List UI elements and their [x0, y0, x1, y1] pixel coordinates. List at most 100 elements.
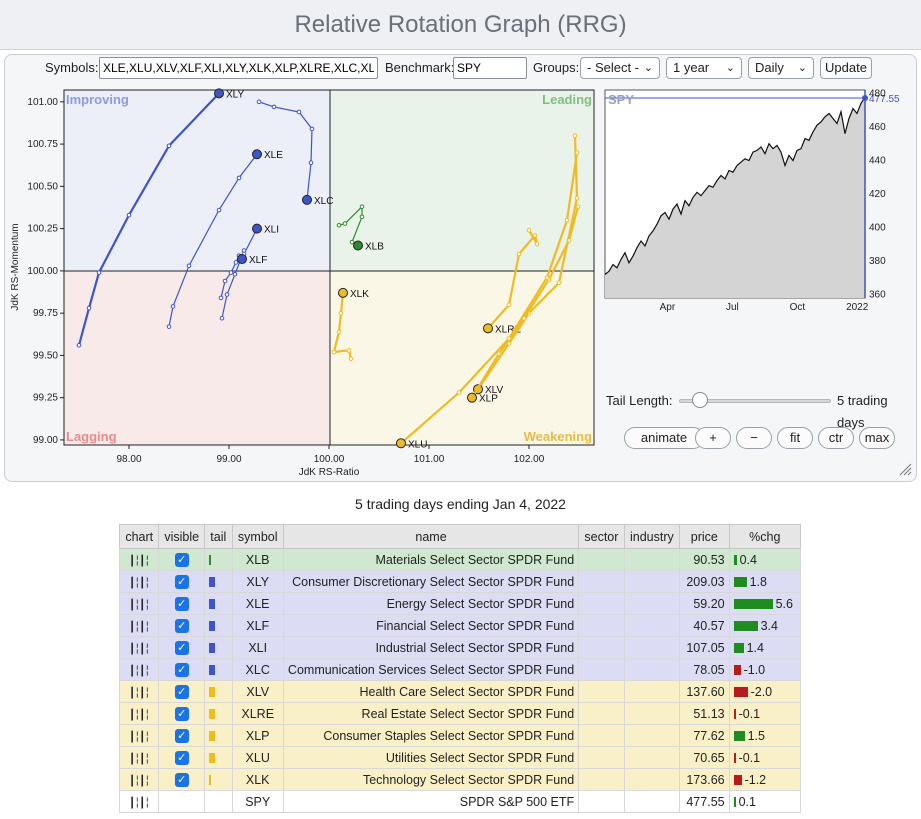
col-name[interactable]: name	[282, 524, 580, 549]
series-tail-point	[228, 270, 234, 275]
chart-icon[interactable]: ┃╎┃╎	[118, 724, 160, 747]
visible-cell[interactable]: ✓	[158, 680, 206, 703]
visible-cell[interactable]: ✓	[158, 724, 206, 747]
visible-checkbox[interactable]: ✓	[174, 750, 189, 765]
visible-cell[interactable]: ✓	[158, 614, 206, 637]
chart-icon[interactable]: ┃╎┃╎	[118, 768, 160, 791]
col-price[interactable]: price	[679, 524, 730, 549]
table-row[interactable]: ┃╎┃╎ ✓ XLRE Real Estate Select Sector SPDR …	[118, 702, 802, 725]
visible-checkbox[interactable]: ✓	[174, 640, 189, 655]
table-row[interactable]: ┃╎┃╎ ✓ XLY Consumer Discretionary Select Se…	[118, 570, 802, 593]
table-row[interactable]: ┃╎┃╎ SPY SPDR S&P 500 ETF 477.55 0.1	[118, 790, 802, 813]
center-button[interactable]: ctr	[818, 427, 854, 449]
visible-cell[interactable]	[158, 790, 206, 813]
zoom-out-button[interactable]: −	[736, 427, 772, 449]
period-select[interactable]: 1 year ⌄	[666, 57, 742, 79]
chart-icon[interactable]: ┃╎┃╎	[118, 680, 160, 703]
series-xlu[interactable]: XLU	[396, 150, 580, 451]
visible-checkbox[interactable]: ✓	[174, 662, 189, 677]
series-head-point[interactable]	[467, 392, 477, 403]
max-button[interactable]: max	[859, 427, 895, 449]
visible-checkbox[interactable]: ✓	[174, 574, 189, 589]
visible-cell[interactable]: ✓	[158, 658, 206, 681]
visible-cell[interactable]: ✓	[158, 592, 206, 615]
visible-cell[interactable]: ✓	[158, 746, 206, 769]
visible-checkbox[interactable]: ✓	[174, 552, 189, 567]
series-xlre[interactable]: XLRE	[483, 228, 540, 336]
table-row[interactable]: ┃╎┃╎ ✓ XLB Materials Select Sector SPDR Fun…	[118, 548, 802, 571]
visible-checkbox[interactable]: ✓	[174, 618, 189, 633]
series-head-point[interactable]	[214, 88, 224, 99]
series-xlp[interactable]: XLP	[467, 204, 581, 405]
chart-icon[interactable]: ┃╎┃╎	[118, 746, 160, 769]
groups-select[interactable]: - Select - ⌄	[580, 57, 660, 79]
visible-cell[interactable]: ✓	[158, 702, 206, 725]
series-xlc[interactable]: XLC	[256, 99, 333, 207]
chart-icon[interactable]: ┃╎┃╎	[118, 636, 160, 659]
visible-checkbox[interactable]: ✓	[174, 706, 189, 721]
chart-icon[interactable]: ┃╎┃╎	[118, 790, 160, 813]
animate-button[interactable]: animate	[624, 427, 704, 449]
visible-cell[interactable]: ✓	[158, 548, 206, 571]
series-head-point[interactable]	[252, 223, 262, 234]
series-head-point[interactable]	[483, 323, 493, 334]
table-row[interactable]: ┃╎┃╎ ✓ XLV Health Care Select Sector SPDR F…	[118, 680, 802, 703]
chart-icon[interactable]: ┃╎┃╎	[118, 570, 160, 593]
chart-icon[interactable]: ┃╎┃╎	[118, 614, 160, 637]
table-row[interactable]: ┃╎┃╎ ✓ XLE Energy Select Sector SPDR Fund 59…	[118, 592, 802, 615]
tail-slider-thumb[interactable]	[692, 392, 708, 408]
series-head-point[interactable]	[396, 438, 406, 449]
series-head-point[interactable]	[252, 149, 262, 160]
chart-icon[interactable]: ┃╎┃╎	[118, 702, 160, 725]
visible-checkbox[interactable]: ✓	[174, 596, 189, 611]
zoom-in-button[interactable]: +	[695, 427, 731, 449]
update-button[interactable]: Update	[820, 57, 872, 79]
series-head-point[interactable]	[237, 254, 247, 265]
visible-cell[interactable]: ✓	[158, 768, 206, 791]
frequency-select[interactable]: Daily ⌄	[748, 57, 814, 79]
price-cell: 51.13	[679, 702, 730, 725]
visible-checkbox[interactable]: ✓	[174, 684, 189, 699]
table-row[interactable]: ┃╎┃╎ ✓ XLU Utilities Select Sector SPDR Fun…	[118, 746, 802, 769]
benchmark-input[interactable]	[453, 57, 527, 79]
symbol-cell: XLV	[231, 680, 284, 703]
table-row[interactable]: ┃╎┃╎ ✓ XLI Industrial Select Sector SPDR Fu…	[118, 636, 802, 659]
col-chart[interactable]: chart	[118, 524, 160, 549]
series-xly[interactable]: XLY	[76, 88, 244, 348]
chart-icon[interactable]: ┃╎┃╎	[118, 548, 160, 571]
groups-label: Groups:	[533, 60, 580, 75]
visible-cell[interactable]: ✓	[158, 570, 206, 593]
series-head-point[interactable]	[338, 287, 348, 298]
tail-length-slider[interactable]	[679, 392, 831, 408]
visible-checkbox[interactable]: ✓	[174, 728, 189, 743]
series-xlk[interactable]: XLK	[331, 287, 369, 362]
col-chg[interactable]: %chg	[728, 524, 802, 549]
chart-icon[interactable]: ┃╎┃╎	[118, 592, 160, 615]
spy-y-tick-label: 380	[869, 256, 886, 267]
name-cell: Technology Select Sector SPDR Fund	[282, 768, 580, 791]
col-visible[interactable]: visible	[158, 524, 206, 549]
series-head-point[interactable]	[302, 194, 312, 205]
visible-checkbox[interactable]: ✓	[174, 772, 189, 787]
series-tail-line	[471, 206, 580, 399]
series-xlb[interactable]: XLB	[336, 204, 384, 253]
series-label: XLU	[408, 439, 427, 450]
symbols-input[interactable]	[99, 57, 378, 79]
series-xlf[interactable]: XLF	[218, 253, 267, 301]
table-row[interactable]: ┃╎┃╎ ✓ XLK Technology Select Sector SPDR Fu…	[118, 768, 802, 791]
table-row[interactable]: ┃╎┃╎ ✓ XLP Consumer Staples Select Sector S…	[118, 724, 802, 747]
series-xle[interactable]: XLE	[166, 149, 283, 329]
col-tail[interactable]: tail	[204, 524, 233, 549]
series-head-point[interactable]	[353, 240, 363, 251]
col-symbol[interactable]: symbol	[231, 524, 284, 549]
chart-icon[interactable]: ┃╎┃╎	[118, 658, 160, 681]
resize-handle-icon[interactable]	[898, 462, 912, 476]
table-row[interactable]: ┃╎┃╎ ✓ XLF Financial Select Sector SPDR Fun…	[118, 614, 802, 637]
x-tick-label: 102.00	[514, 454, 545, 465]
col-industry[interactable]: industry	[623, 524, 681, 549]
table-row[interactable]: ┃╎┃╎ ✓ XLC Communication Services Select Se…	[118, 658, 802, 681]
col-sector[interactable]: sector	[578, 524, 625, 549]
visible-cell[interactable]: ✓	[158, 636, 206, 659]
price-cell: 59.20	[679, 592, 730, 615]
fit-button[interactable]: fit	[777, 427, 813, 449]
